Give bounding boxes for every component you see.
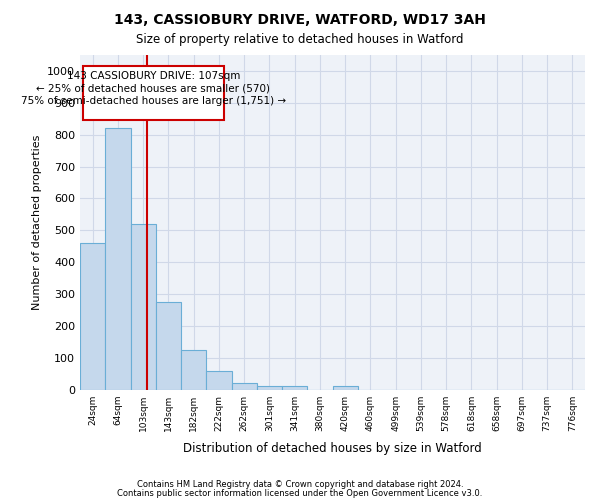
Text: Contains HM Land Registry data © Crown copyright and database right 2024.: Contains HM Land Registry data © Crown c… [137,480,463,489]
Bar [282,386,307,390]
Bar [232,382,257,390]
Text: 75% of semi-detached houses are larger (1,751) →: 75% of semi-detached houses are larger (… [21,96,286,106]
Bar [106,128,131,390]
Bar [131,224,156,390]
Text: ← 25% of detached houses are smaller (570): ← 25% of detached houses are smaller (57… [37,84,271,94]
Bar [80,243,106,390]
Bar [257,386,282,390]
Bar [181,350,206,390]
FancyBboxPatch shape [83,66,224,120]
Bar [206,372,232,390]
Text: 143, CASSIOBURY DRIVE, WATFORD, WD17 3AH: 143, CASSIOBURY DRIVE, WATFORD, WD17 3AH [114,12,486,26]
Bar [156,302,181,390]
X-axis label: Distribution of detached houses by size in Watford: Distribution of detached houses by size … [183,442,482,455]
Y-axis label: Number of detached properties: Number of detached properties [32,134,42,310]
Bar [332,386,358,390]
Text: 143 CASSIOBURY DRIVE: 107sqm: 143 CASSIOBURY DRIVE: 107sqm [67,70,240,81]
Text: Contains public sector information licensed under the Open Government Licence v3: Contains public sector information licen… [118,488,482,498]
Text: Size of property relative to detached houses in Watford: Size of property relative to detached ho… [136,32,464,46]
